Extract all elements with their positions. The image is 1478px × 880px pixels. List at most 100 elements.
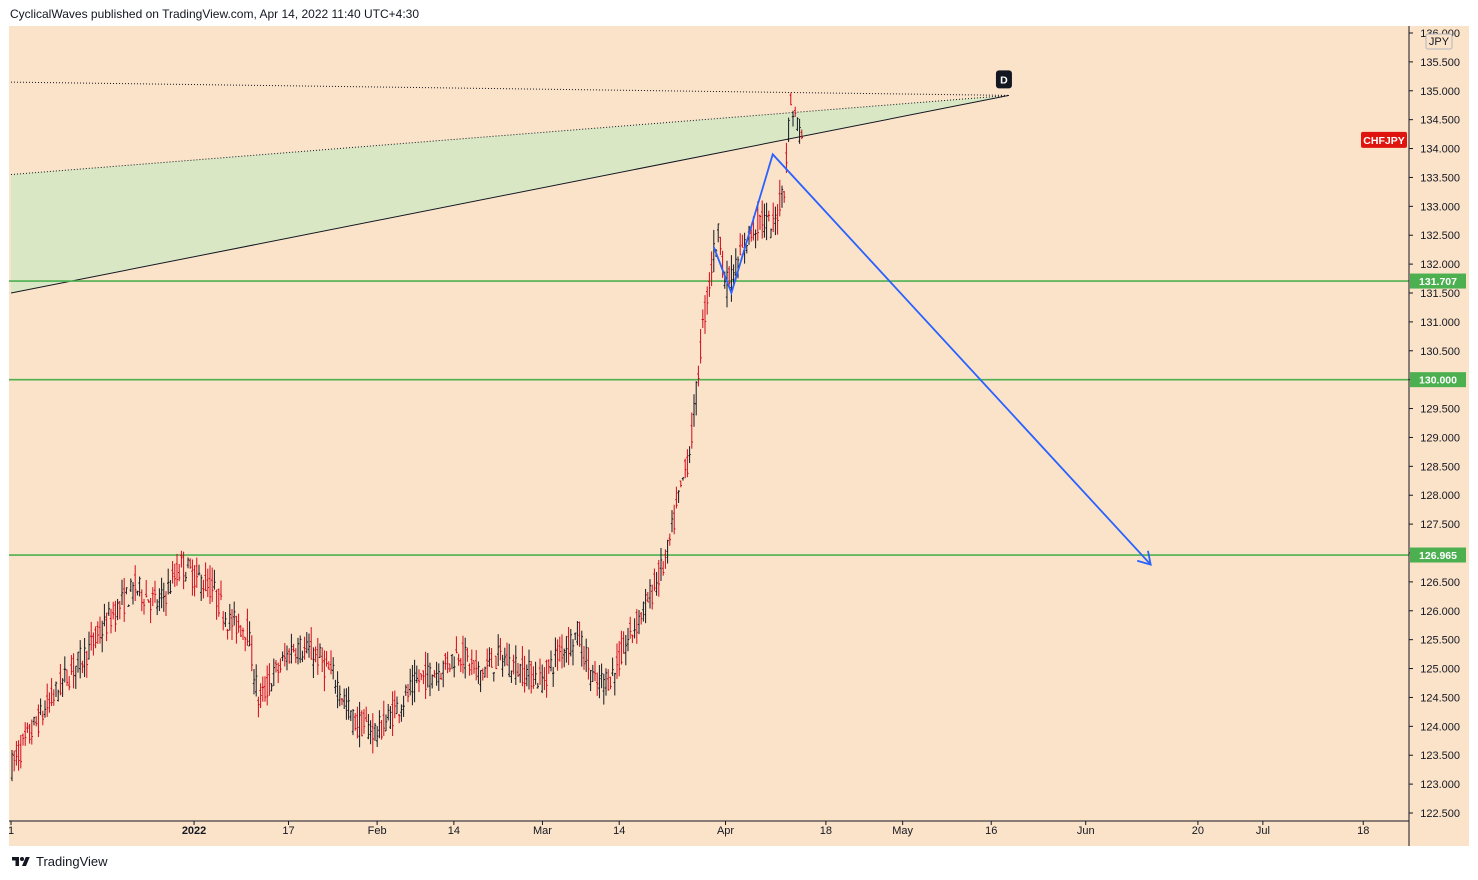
- price-chart[interactable]: 122.500 123.000 123.500 124.000 124.500 125.0…: [9, 26, 1469, 846]
- candle-102: [235, 615, 238, 644]
- time-axis[interactable]: 1 2022 17 Feb 14 Mar 14 Apr 18 May 16 Jun 20 Jul 18: [9, 821, 1369, 837]
- candle-117: [268, 663, 271, 696]
- time-tick-label-7: Apr: [717, 825, 734, 837]
- plot-area[interactable]: [9, 81, 1409, 782]
- candle-231: [519, 663, 522, 683]
- time-tick-label-10: 16: [985, 825, 997, 837]
- candle-72: [169, 580, 172, 594]
- candle-74: [173, 563, 176, 587]
- candle-154: [349, 710, 352, 722]
- candle-224: [503, 647, 506, 667]
- candle-328: [732, 264, 735, 286]
- candle-83: [193, 565, 196, 597]
- candles-layer: [10, 92, 803, 782]
- candle-162: [367, 713, 370, 740]
- candle-87: [202, 579, 205, 599]
- candle-104: [239, 625, 242, 637]
- candle-307: [686, 449, 689, 478]
- time-tick-label-9: May: [892, 825, 913, 837]
- candle-31: [79, 640, 82, 679]
- candle-176: [398, 714, 401, 724]
- candle-291: [651, 584, 654, 610]
- candle-215: [483, 666, 487, 678]
- candle-82: [191, 559, 194, 596]
- candle-51: [123, 577, 126, 622]
- candle-141: [321, 647, 324, 673]
- price-tick-label-3: 124.000: [1420, 721, 1460, 733]
- candle-300: [670, 510, 674, 533]
- price-tick-label-7: 126.000: [1420, 606, 1460, 618]
- footer-brand[interactable]: TradingView: [10, 854, 108, 869]
- candle-322: [719, 236, 722, 256]
- candle-181: [409, 668, 412, 696]
- candle-62: [147, 599, 150, 603]
- candle-243: [545, 659, 548, 698]
- candle-168: [380, 719, 383, 740]
- candle-13: [39, 698, 42, 716]
- candle-120: [274, 660, 278, 673]
- price-tick-label-0: 122.500: [1420, 808, 1460, 820]
- candle-246: [552, 666, 555, 687]
- candle-282: [631, 634, 634, 644]
- candle-47: [114, 600, 117, 632]
- candle-165: [373, 723, 377, 741]
- candle-23: [61, 678, 64, 697]
- candle-128: [292, 643, 295, 653]
- candle-54: [129, 578, 132, 593]
- candle-10: [32, 716, 36, 726]
- candle-216: [486, 648, 489, 678]
- projection-layer: [712, 152, 1152, 566]
- candle-107: [246, 608, 249, 646]
- candle-131: [299, 635, 302, 664]
- candle-22: [59, 663, 62, 696]
- time-tick-label-12: 20: [1192, 825, 1204, 837]
- candle-89: [206, 568, 209, 598]
- candle-68: [160, 577, 163, 609]
- candle-81: [189, 558, 192, 569]
- candle-259: [580, 630, 583, 667]
- candle-130: [296, 637, 300, 665]
- candle-36: [90, 621, 93, 651]
- chart-panel[interactable]: 122.500 123.000 123.500 124.000 124.500 125.0…: [9, 26, 1469, 846]
- candle-143: [325, 650, 328, 667]
- currency-label: JPY: [1429, 36, 1450, 48]
- level-label-1: 130.000: [1419, 375, 1457, 387]
- candle-103: [237, 613, 240, 633]
- candle-91: [211, 567, 214, 602]
- currency-badge: JPY: [1425, 33, 1453, 50]
- candle-15: [43, 700, 47, 718]
- candle-202: [455, 636, 458, 654]
- time-tick-label-2: 17: [282, 825, 294, 837]
- candle-53: [127, 604, 130, 607]
- candle-268: [600, 663, 603, 689]
- candle-286: [640, 612, 643, 625]
- candle-341: [761, 200, 764, 239]
- candle-201: [453, 656, 456, 678]
- apex-label: D: [1000, 74, 1008, 86]
- candle-126: [288, 648, 291, 664]
- candle-228: [512, 654, 515, 675]
- candle-326: [728, 266, 731, 288]
- candle-290: [648, 579, 652, 609]
- candle-132: [301, 650, 304, 663]
- candle-220: [494, 655, 498, 670]
- candle-315: [703, 295, 707, 334]
- candle-152: [345, 688, 348, 720]
- candle-186: [420, 673, 423, 681]
- candle-287: [642, 601, 645, 622]
- candle-172: [389, 706, 392, 729]
- candle-190: [428, 662, 432, 697]
- candle-245: [549, 650, 553, 672]
- candle-180: [406, 683, 410, 703]
- candle-57: [136, 590, 139, 596]
- candle-266: [596, 672, 599, 696]
- symbol-badge-bg: [1361, 131, 1407, 148]
- candle-207: [466, 647, 469, 662]
- candle-95: [219, 580, 223, 601]
- candle-177: [400, 704, 403, 722]
- candle-101: [233, 601, 236, 626]
- candle-50: [120, 579, 124, 606]
- candle-88: [204, 562, 207, 592]
- candle-170: [384, 714, 388, 732]
- candle-1: [13, 750, 16, 772]
